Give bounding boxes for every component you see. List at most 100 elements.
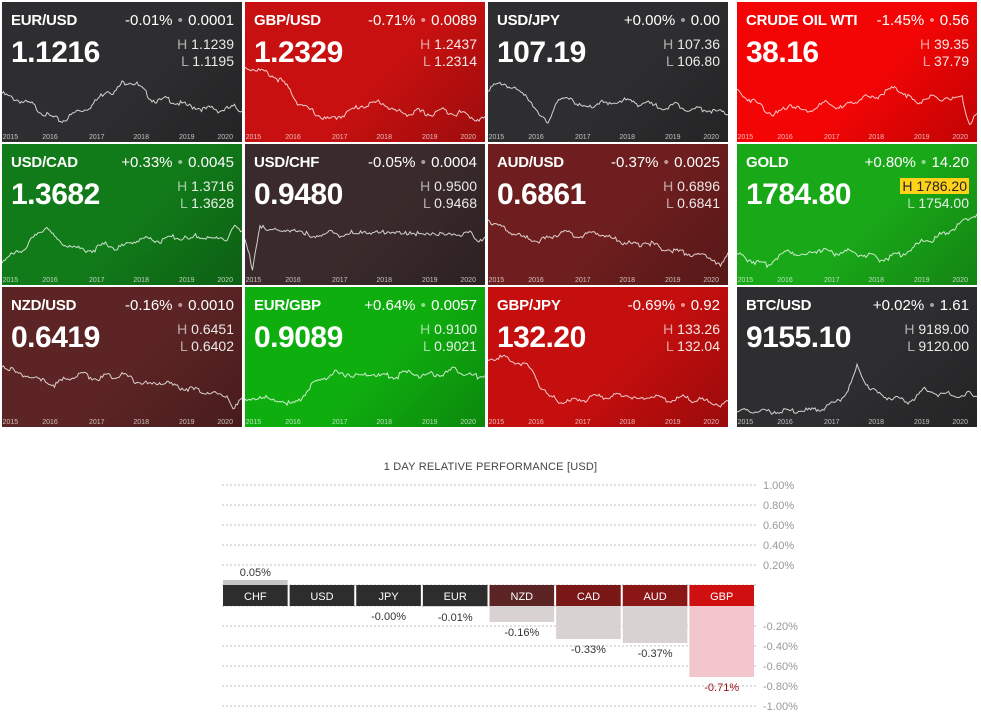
ticker-change: -0.05% • 0.0004 bbox=[368, 154, 477, 171]
ticker-tile-btc-usd[interactable]: BTC/USD +0.02% • 1.61 9155.10 H 9189.00 L 91… bbox=[737, 287, 977, 427]
year-tick-label: 2017 bbox=[89, 277, 105, 284]
high-value: 1.3716 bbox=[191, 178, 234, 194]
ticker-tile-usd-cad[interactable]: USD/CAD +0.33% • 0.0045 1.3682 H 1.3716 L 1.… bbox=[2, 144, 242, 285]
sparkline-chart bbox=[245, 224, 485, 271]
ticker-tile-eur-gbp[interactable]: EUR/GBP +0.64% • 0.0057 0.9089 H 0.9100 L 0.… bbox=[245, 287, 485, 427]
ticker-low: L 0.9468 bbox=[423, 195, 477, 211]
year-tick-label: 2017 bbox=[824, 277, 840, 284]
currency-header-eur bbox=[422, 585, 488, 606]
currency-header-gbp bbox=[689, 585, 754, 606]
ticker-tile-gold[interactable]: GOLD +0.80% • 14.20 1784.80 H 1786.20 L 1754… bbox=[737, 144, 977, 285]
ticker-tile-eur-usd[interactable]: EUR/USD -0.01% • 0.0001 1.1216 H 1.1239 L 1.… bbox=[2, 2, 242, 142]
year-axis: 2015 2016 2017 2018 2019 2020 bbox=[2, 131, 242, 141]
ticker-tile-gbp-jpy[interactable]: GBP/JPY -0.69% • 0.92 132.20 H 133.26 L 132.… bbox=[488, 287, 728, 427]
performance-bar bbox=[422, 606, 488, 607]
ticker-symbol: GBP/USD bbox=[254, 12, 321, 29]
ticker-high: H 39.35 bbox=[919, 36, 969, 52]
year-tick-label: 2016 bbox=[777, 419, 793, 426]
ticker-tile-usd-chf[interactable]: USD/CHF -0.05% • 0.0004 0.9480 H 0.9500 L 0.… bbox=[245, 144, 485, 285]
ticker-change: +0.80% • 14.20 bbox=[865, 154, 969, 171]
change-absolute: 0.0057 bbox=[431, 297, 477, 314]
sparkline-chart bbox=[245, 66, 485, 122]
ticker-change: -0.71% • 0.0089 bbox=[368, 12, 477, 29]
year-tick-label: 2017 bbox=[89, 419, 105, 426]
ticker-low: L 132.04 bbox=[666, 338, 720, 354]
year-axis: 2015 2016 2017 2018 2019 2020 bbox=[488, 131, 728, 141]
currency-header-chf bbox=[223, 585, 288, 606]
low-value: 106.80 bbox=[677, 53, 720, 69]
change-percent: -0.71% bbox=[367, 12, 416, 29]
ticker-price: 1784.80 bbox=[746, 178, 851, 211]
sparkline-chart bbox=[2, 224, 242, 264]
change-absolute: 0.92 bbox=[690, 297, 720, 314]
year-tick-label: 2016 bbox=[285, 277, 301, 284]
ticker-high: H 1.1239 bbox=[177, 36, 234, 52]
ticker-symbol: AUD/USD bbox=[497, 154, 564, 171]
year-tick-label: 2016 bbox=[285, 134, 301, 141]
sparkline-chart bbox=[488, 354, 728, 408]
ticker-tile-crude-oil-wti[interactable]: CRUDE OIL WTI -1.45% • 0.56 38.16 H 39.35 L … bbox=[737, 2, 977, 142]
ticker-high: H 107.36 bbox=[663, 36, 720, 52]
relative-performance-chart: 1 DAY RELATIVE PERFORMANCE [USD] 1.00% 0.… bbox=[0, 440, 981, 724]
year-tick-label: 2016 bbox=[285, 419, 301, 426]
high-value: 1.2437 bbox=[434, 36, 477, 52]
ticker-low: L 1.3628 bbox=[180, 195, 234, 211]
value-label: 0.05% bbox=[240, 567, 271, 579]
currency-header-aud bbox=[622, 585, 688, 606]
year-tick-label: 2018 bbox=[868, 277, 884, 284]
sparkline-path bbox=[245, 224, 485, 271]
year-tick-label: 2016 bbox=[42, 134, 58, 141]
performance-bar bbox=[223, 580, 288, 585]
year-tick-label: 2019 bbox=[665, 419, 681, 426]
high-value: 39.35 bbox=[933, 36, 969, 52]
separator-dot-icon: • bbox=[416, 12, 431, 29]
ticker-price: 0.9089 bbox=[254, 321, 343, 354]
change-absolute: 0.0010 bbox=[188, 297, 234, 314]
high-value: 0.9100 bbox=[434, 321, 477, 337]
year-tick-label: 2015 bbox=[245, 419, 262, 426]
axis-tick-label: -0.20% bbox=[763, 621, 798, 633]
year-tick-label: 2016 bbox=[42, 419, 58, 426]
low-value: 9120.00 bbox=[918, 338, 969, 354]
ticker-tile-nzd-usd[interactable]: NZD/USD -0.16% • 0.0010 0.6419 H 0.6451 L 0.… bbox=[2, 287, 242, 427]
ticker-change: -0.16% • 0.0010 bbox=[125, 297, 234, 314]
ticker-high: H 1786.20 bbox=[900, 178, 969, 194]
value-label: -0.01% bbox=[438, 612, 473, 624]
sparkline-chart bbox=[245, 366, 485, 407]
year-tick-label: 2017 bbox=[824, 134, 840, 141]
separator-dot-icon: • bbox=[925, 12, 939, 29]
ticker-symbol: USD/JPY bbox=[497, 12, 560, 29]
value-label: -0.16% bbox=[504, 627, 539, 639]
ticker-tile-aud-usd[interactable]: AUD/USD -0.37% • 0.0025 0.6861 H 0.6896 L 0.… bbox=[488, 144, 728, 285]
ticker-tile-usd-jpy[interactable]: USD/JPY +0.00% • 0.00 107.19 H 107.36 L 106.… bbox=[488, 2, 728, 142]
sparkline-path bbox=[2, 365, 242, 410]
ticker-symbol: USD/CHF bbox=[254, 154, 320, 171]
low-value: 132.04 bbox=[677, 338, 720, 354]
value-label: -0.37% bbox=[638, 648, 673, 660]
year-tick-label: 2015 bbox=[245, 277, 262, 284]
change-percent: +0.02% bbox=[872, 297, 925, 314]
ticker-symbol: GBP/JPY bbox=[497, 297, 561, 314]
year-tick-label: 2015 bbox=[737, 277, 754, 284]
low-value: 1.1195 bbox=[192, 53, 234, 69]
separator-dot-icon: • bbox=[925, 297, 939, 314]
ticker-tile-gbp-usd[interactable]: GBP/USD -0.71% • 0.0089 1.2329 H 1.2437 L 1.… bbox=[245, 2, 485, 142]
ticker-change: -1.45% • 0.56 bbox=[877, 12, 969, 29]
sparkline-chart bbox=[488, 219, 728, 268]
currency-label: USD bbox=[310, 591, 333, 603]
ticker-high: H 0.6451 bbox=[177, 321, 234, 337]
change-percent: -1.45% bbox=[876, 12, 925, 29]
separator-dot-icon: • bbox=[173, 12, 188, 29]
year-axis: 2015 2016 2017 2018 2019 2020 bbox=[245, 274, 485, 284]
ticker-price: 0.6861 bbox=[497, 178, 586, 211]
change-percent: -0.69% bbox=[627, 297, 676, 314]
change-percent: -0.05% bbox=[367, 154, 416, 171]
ticker-symbol: GOLD bbox=[746, 154, 789, 171]
year-tick-label: 2017 bbox=[332, 134, 348, 141]
year-tick-label: 2015 bbox=[737, 419, 754, 426]
year-tick-label: 2018 bbox=[868, 419, 884, 426]
year-axis: 2015 2016 2017 2018 2019 2020 bbox=[737, 416, 977, 426]
change-absolute: 0.0089 bbox=[431, 12, 477, 29]
separator-dot-icon: • bbox=[173, 297, 188, 314]
low-value: 1.3628 bbox=[191, 195, 234, 211]
